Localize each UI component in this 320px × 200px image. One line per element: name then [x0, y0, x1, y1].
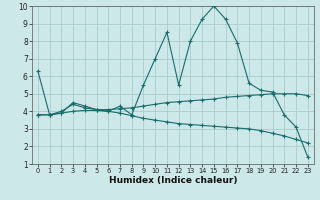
X-axis label: Humidex (Indice chaleur): Humidex (Indice chaleur) [108, 176, 237, 185]
